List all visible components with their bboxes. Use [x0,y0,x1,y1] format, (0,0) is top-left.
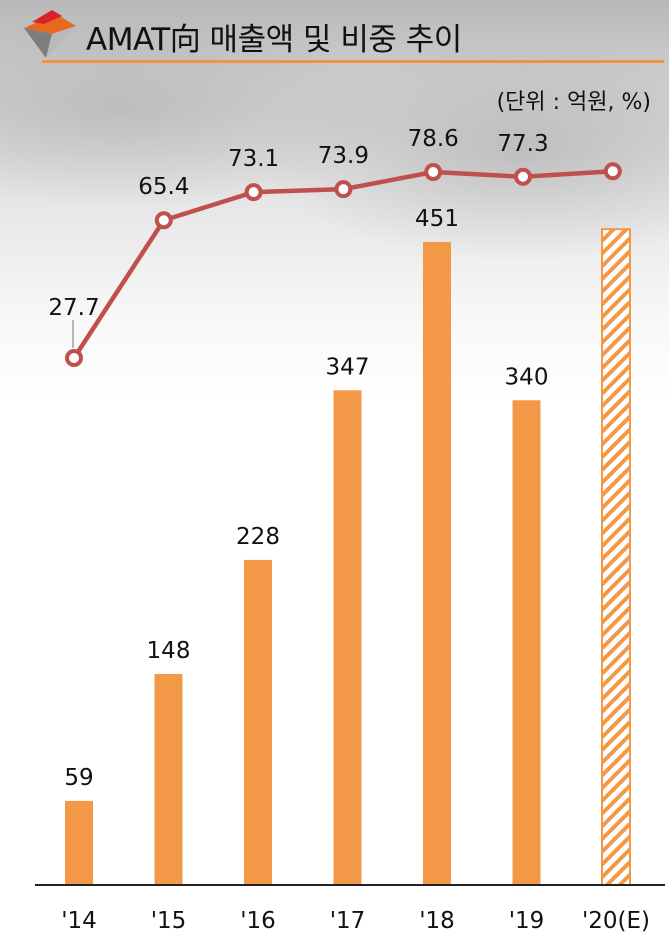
bar-estimated [601,228,631,886]
x-tick-label: '17 [330,908,366,934]
bar [244,559,272,885]
x-tick-label: '20(E) [582,908,650,934]
bar [512,400,541,885]
share-point [424,163,443,181]
chart-title: AMAT向 매출액 및 비중 추이 [86,22,462,58]
share-point [603,162,622,181]
share-point [65,349,83,367]
title-underline [42,60,664,63]
x-tick-label: '14 [61,908,97,934]
bar-value-label: 228 [236,524,280,550]
share-point [244,183,263,202]
bar-value-label: 148 [147,638,191,664]
share-value-label: 77.3 [497,131,548,157]
x-tick-label: '16 [240,908,276,934]
share-value-label: 27.7 [48,295,99,321]
share-value-label: 78.6 [408,126,459,152]
bar [154,673,183,885]
x-tick-label: '18 [419,908,455,934]
share-point [334,180,353,199]
share-value-label: 73.9 [318,143,369,169]
logo-icon [24,10,76,58]
share-value-label: 65.4 [138,174,189,200]
bar-value-label: 347 [326,354,370,380]
unit-label: (단위 : 억원, %) [496,90,651,115]
share-value-label: 73.1 [228,146,279,172]
x-tick-label: '19 [509,908,545,934]
share-point [154,211,173,230]
share-point [514,167,532,186]
bar [65,800,93,885]
bar [423,242,451,885]
chart-header: AMAT向 매출액 및 비중 추이 [0,0,669,70]
x-tick-label: '15 [151,908,187,934]
bar [333,390,362,885]
bar-value-label: 340 [505,364,549,390]
bar-value-label: 451 [415,206,459,232]
bar-value-label: 59 [64,765,93,791]
